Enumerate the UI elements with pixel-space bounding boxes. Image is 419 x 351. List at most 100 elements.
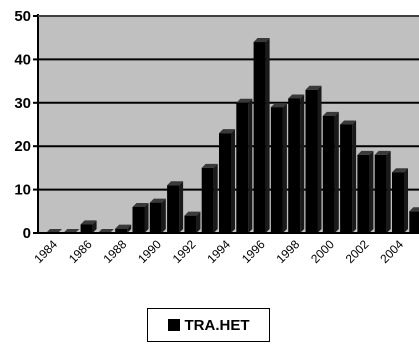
bar-face (149, 202, 162, 233)
bar-top (374, 150, 391, 155)
x-tick-label: 1994 (204, 237, 233, 266)
bar (184, 211, 201, 233)
bar-face (115, 228, 128, 233)
y-tick-label: 0 (23, 225, 31, 242)
bar-side (404, 168, 408, 233)
bar-side (161, 198, 166, 233)
bar-face (236, 102, 249, 233)
x-tick-label: 1992 (170, 237, 199, 266)
bar-face (392, 172, 404, 233)
bar-side (386, 150, 391, 233)
x-tick-label: 1998 (274, 237, 303, 266)
bar-top (80, 220, 97, 225)
bar-side (300, 94, 305, 234)
x-tick-label: 1984 (31, 237, 60, 266)
bar-face (201, 167, 214, 233)
bar-side (196, 211, 201, 233)
bar (219, 129, 235, 233)
bar-top (357, 150, 374, 155)
bar-face (253, 42, 266, 233)
bar (115, 224, 132, 233)
bar-face (305, 89, 318, 233)
bar (288, 94, 305, 234)
bar (236, 98, 253, 233)
bar-side (231, 129, 235, 233)
y-tick-labels: 0 10 20 30 40 50 (14, 8, 31, 242)
bar-side (282, 103, 287, 233)
y-tick-label: 50 (14, 8, 31, 25)
bar-side (248, 98, 253, 233)
bar-top (253, 38, 270, 43)
x-tick-label: 1990 (135, 237, 164, 266)
axes (37, 14, 419, 234)
bar (409, 207, 419, 233)
bar-top (340, 120, 357, 125)
bars (46, 38, 419, 234)
x-tick-label: 1996 (239, 237, 268, 266)
x-tick-label: 1986 (66, 237, 95, 266)
bar (132, 202, 149, 233)
bar-face (167, 185, 180, 233)
y-tick-label: 10 (14, 182, 31, 199)
bar (340, 120, 357, 233)
bar (149, 198, 166, 233)
bar-side (265, 38, 270, 233)
bar-top (236, 98, 253, 103)
bar-face (340, 124, 353, 233)
bar-side (179, 181, 184, 233)
bar (392, 168, 408, 233)
bar-face (357, 154, 370, 233)
bar (253, 38, 270, 233)
bar (167, 181, 184, 233)
bar (305, 85, 322, 233)
x-tick-label: 2000 (308, 237, 337, 266)
x-tick-label: 1988 (101, 237, 130, 266)
bar-top (115, 224, 132, 229)
bar-top (149, 198, 166, 203)
bar-top (132, 202, 149, 207)
bar-top (201, 163, 218, 168)
bar (357, 150, 374, 233)
bar (201, 163, 218, 233)
bar-top (409, 207, 419, 212)
legend: TRA.HET (147, 308, 270, 342)
y-tick-label: 30 (14, 95, 31, 112)
legend-swatch (167, 319, 180, 331)
x-tick-labels: 1984 1986 1988 1990 1992 1994 1996 1998 2000 2002… (31, 237, 406, 266)
bar-side (144, 202, 149, 233)
bar (80, 220, 97, 233)
bar-top (288, 94, 305, 99)
bar (270, 103, 287, 233)
bar-side (369, 150, 374, 233)
bar-face (409, 211, 419, 233)
bar-top (305, 85, 322, 90)
bar-side (352, 120, 357, 233)
x-tick-label: 2002 (343, 237, 372, 266)
bar-top (392, 168, 408, 173)
bar-top (219, 129, 235, 134)
bar-top (167, 181, 184, 186)
bar-face (322, 115, 335, 233)
bar-side (213, 163, 218, 233)
bar (322, 111, 339, 233)
bar-face (288, 98, 301, 234)
bar-top (184, 211, 201, 216)
bar-face (219, 133, 231, 233)
bar-face (184, 215, 197, 233)
bar-side (334, 111, 339, 233)
y-tick-label: 40 (14, 51, 31, 68)
bar-face (374, 154, 387, 233)
bar-face (80, 224, 93, 233)
bar (374, 150, 391, 233)
bar-top (270, 103, 287, 108)
bar-face (270, 107, 283, 233)
bar-face (132, 206, 145, 233)
legend-label: TRA.HET (184, 316, 250, 334)
bar-side (317, 85, 322, 233)
bar-top (322, 111, 339, 116)
y-tick-label: 20 (14, 138, 31, 155)
bar-side (92, 220, 97, 233)
x-tick-label: 2004 (377, 237, 406, 266)
bar-side (127, 224, 132, 233)
